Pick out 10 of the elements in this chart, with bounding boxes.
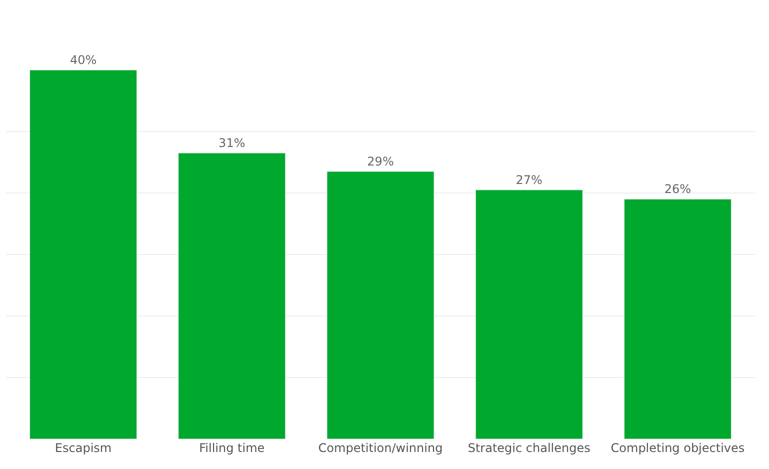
x-tick-label: Completing objectives	[610, 441, 745, 455]
data-label: 31%	[218, 136, 246, 150]
data-label: 26%	[664, 182, 692, 196]
x-tick-label: Strategic challenges	[468, 441, 590, 455]
x-tick-label: Competition/winning	[318, 441, 443, 455]
data-label: 29%	[367, 154, 394, 168]
x-tick-label: Filling time	[199, 441, 265, 455]
x-tick-label: Escapism	[54, 441, 112, 455]
data-label: 27%	[516, 172, 542, 187]
data-label: 40%	[70, 53, 97, 67]
